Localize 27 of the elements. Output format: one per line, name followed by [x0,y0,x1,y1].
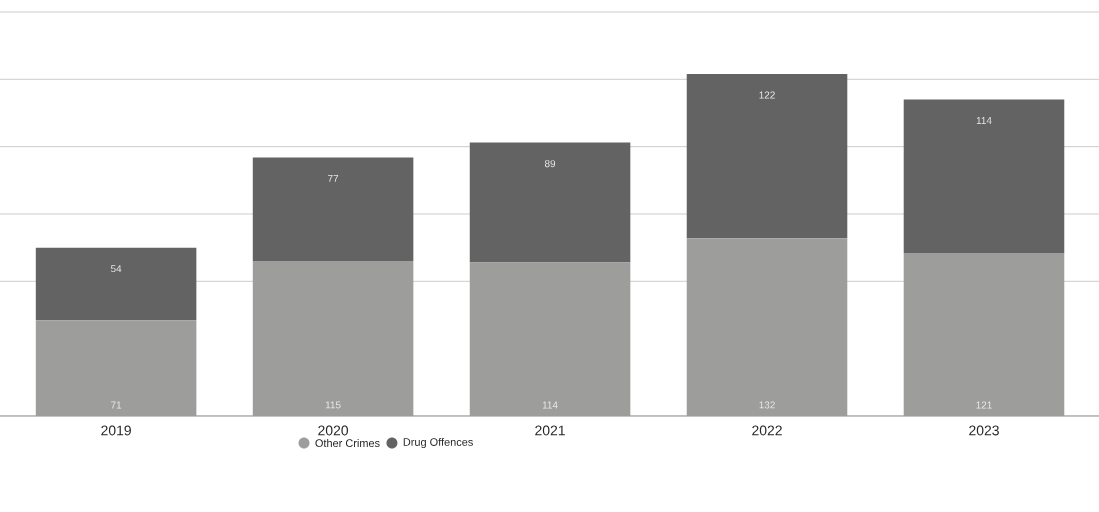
data-label: 77 [328,174,339,182]
data-label: 122 [759,91,775,99]
bar [35,247,197,321]
x-tick-label: 2020 [318,425,349,436]
x-tick-label: 2022 [752,425,782,436]
data-label: 89 [544,160,556,168]
bar [686,73,848,239]
x-tick-label: 2019 [101,425,131,436]
legend-label: Other Crimes [315,438,380,448]
bar [252,157,414,262]
data-label: 71 [111,401,122,409]
data-label: 115 [325,401,341,409]
x-tick-label: 2021 [535,425,565,436]
legend-label: Drug Offences [403,437,473,449]
x-tick-label: 2023 [969,425,999,436]
data-label: 114 [542,401,558,409]
bar [35,320,197,416]
data-label: 132 [759,401,775,409]
bar [903,253,1065,416]
bar [686,238,848,416]
bar [903,99,1065,254]
data-label: 114 [976,117,992,124]
bar [469,142,631,263]
data-label: 54 [110,265,122,273]
data-label: 121 [976,401,992,409]
bar [252,261,414,416]
bar [469,262,631,416]
